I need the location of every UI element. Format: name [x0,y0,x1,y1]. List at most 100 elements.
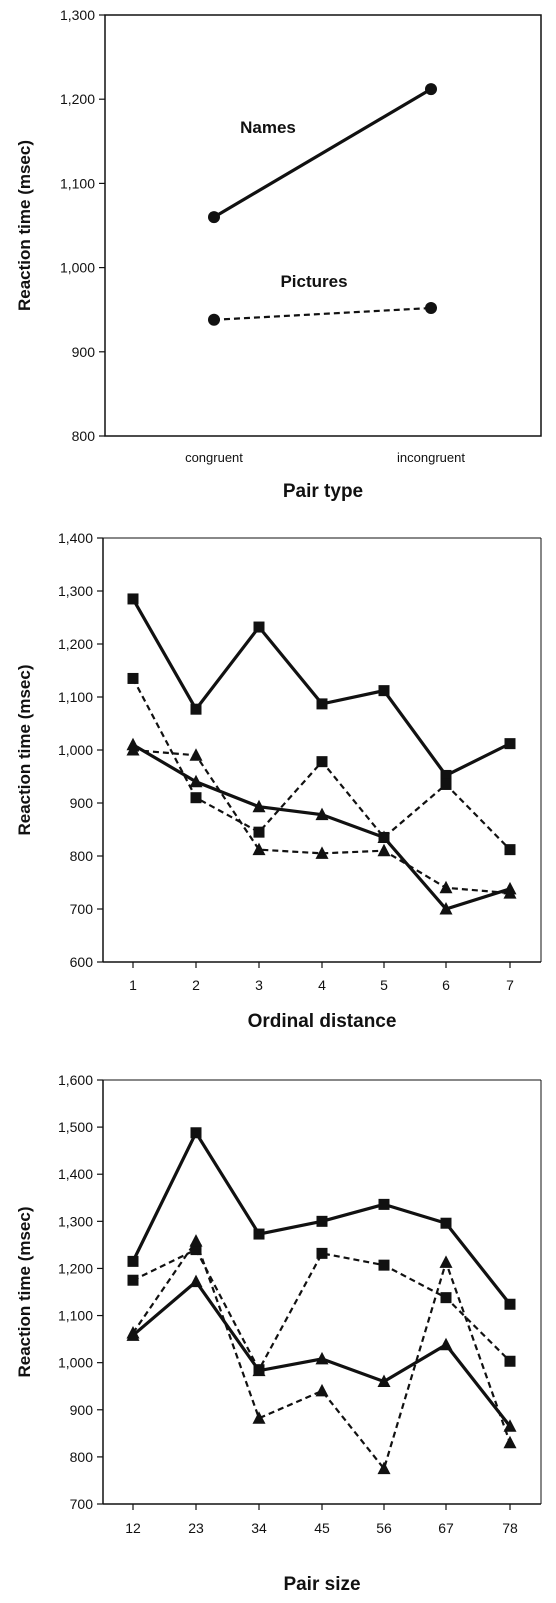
data-point [252,1411,266,1424]
data-point [252,799,266,813]
data-point [316,698,328,710]
x-tick-label: 2 [192,977,200,993]
y-tick-label: 900 [70,1402,94,1418]
data-point [377,1461,391,1475]
series-3 [126,743,517,899]
y-tick-label: 800 [70,1449,94,1465]
y-tick-label: 1,100 [58,689,93,705]
y-tick-label: 1,000 [58,1355,93,1371]
data-point [253,621,265,633]
y-tick-label: 1,300 [58,1213,93,1229]
data-point [503,886,517,899]
data-point [377,843,391,857]
y-tick-label: 1,400 [58,1166,93,1182]
series-line [131,598,511,778]
y-tick-label: 1,100 [58,1308,93,1324]
data-point [126,743,140,756]
series-1 [208,302,437,326]
x-axis-label: Ordinal distance [248,1011,397,1032]
y-tick-label: 900 [70,795,94,811]
y-axis-label: Reaction time (msec) [15,140,34,311]
series-annotation: Names [240,118,296,137]
series-line [213,87,432,219]
chart-ordinal-distance: 600 700 800 900 1,000 1,100 1,200 1,300 1,400 1 2 3… [15,530,542,1032]
data-point [377,1374,391,1388]
y-tick-label: 800 [70,848,94,864]
x-tick-label: 1 [129,977,137,993]
data-point [440,1292,452,1304]
data-point [252,842,266,856]
series-2 [126,737,517,915]
data-point [503,1419,517,1432]
data-point [315,807,329,821]
chart-pair-size: 700 800 900 1,000 1,100 1,200 1,300 1,400 1,500 1… [15,1072,542,1595]
data-point [190,792,202,804]
data-point [504,738,516,750]
y-tick-label: 900 [72,344,96,360]
x-tick-label: congruent [185,450,243,465]
data-point [189,774,203,788]
y-tick-label: 1,400 [58,530,93,546]
data-point [189,1234,203,1247]
data-point [190,1244,202,1256]
data-point [252,1363,266,1377]
data-point [439,1337,453,1351]
data-point [189,1274,203,1288]
y-tick-label: 600 [70,954,94,970]
x-axis-label: Pair type [283,481,363,502]
y-tick-label: 1,200 [58,636,93,652]
x-tick-label: 4 [318,977,326,993]
series-line [213,306,432,321]
x-tick-label: incongruent [397,450,465,465]
x-axis-label: Pair size [283,1574,360,1595]
series-0 [127,593,516,781]
series-line [132,743,511,911]
y-tick-label: 700 [70,901,94,917]
data-point [315,1383,329,1397]
data-point [315,1351,329,1365]
y-tick-label: 700 [70,1496,94,1512]
data-point [425,83,437,96]
y-axis-label: Reaction time (msec) [15,665,34,836]
data-point [190,1127,202,1139]
data-point [439,880,453,894]
data-point [208,313,220,326]
x-tick-label: 78 [502,1520,518,1536]
data-point [126,1325,140,1339]
data-point [190,703,202,715]
data-point [440,769,452,781]
data-point [378,685,390,697]
data-point [439,1255,453,1268]
y-tick-label: 1,600 [58,1072,93,1088]
x-tick-label: 7 [506,977,514,993]
series-annotation: Pictures [280,272,347,291]
y-axis-label: Reaction time (msec) [15,1207,34,1378]
data-point [378,1259,390,1271]
y-tick-label: 1,300 [58,583,93,599]
plot-frame [104,14,542,437]
x-tick-label: 5 [380,977,388,993]
data-point [316,756,328,768]
data-point [316,1247,328,1259]
data-point [377,830,391,843]
data-point [439,902,453,915]
data-point [504,844,516,856]
data-point [127,1255,139,1267]
data-point [378,1198,390,1210]
x-tick-label: 12 [125,1520,141,1536]
data-point [504,1355,516,1367]
data-point [425,302,437,315]
x-tick-label: 67 [438,1520,454,1536]
data-point [440,778,452,790]
x-tick-label: 45 [314,1520,330,1536]
series-0 [208,83,437,224]
y-tick-label: 1,000 [58,742,93,758]
data-point [315,846,329,859]
series-0 [127,1127,516,1310]
data-point [503,1435,517,1449]
y-tick-label: 1,500 [58,1119,93,1135]
y-tick-label: 1,100 [60,175,95,191]
data-point [208,211,220,224]
y-tick-label: 1,000 [60,260,95,276]
